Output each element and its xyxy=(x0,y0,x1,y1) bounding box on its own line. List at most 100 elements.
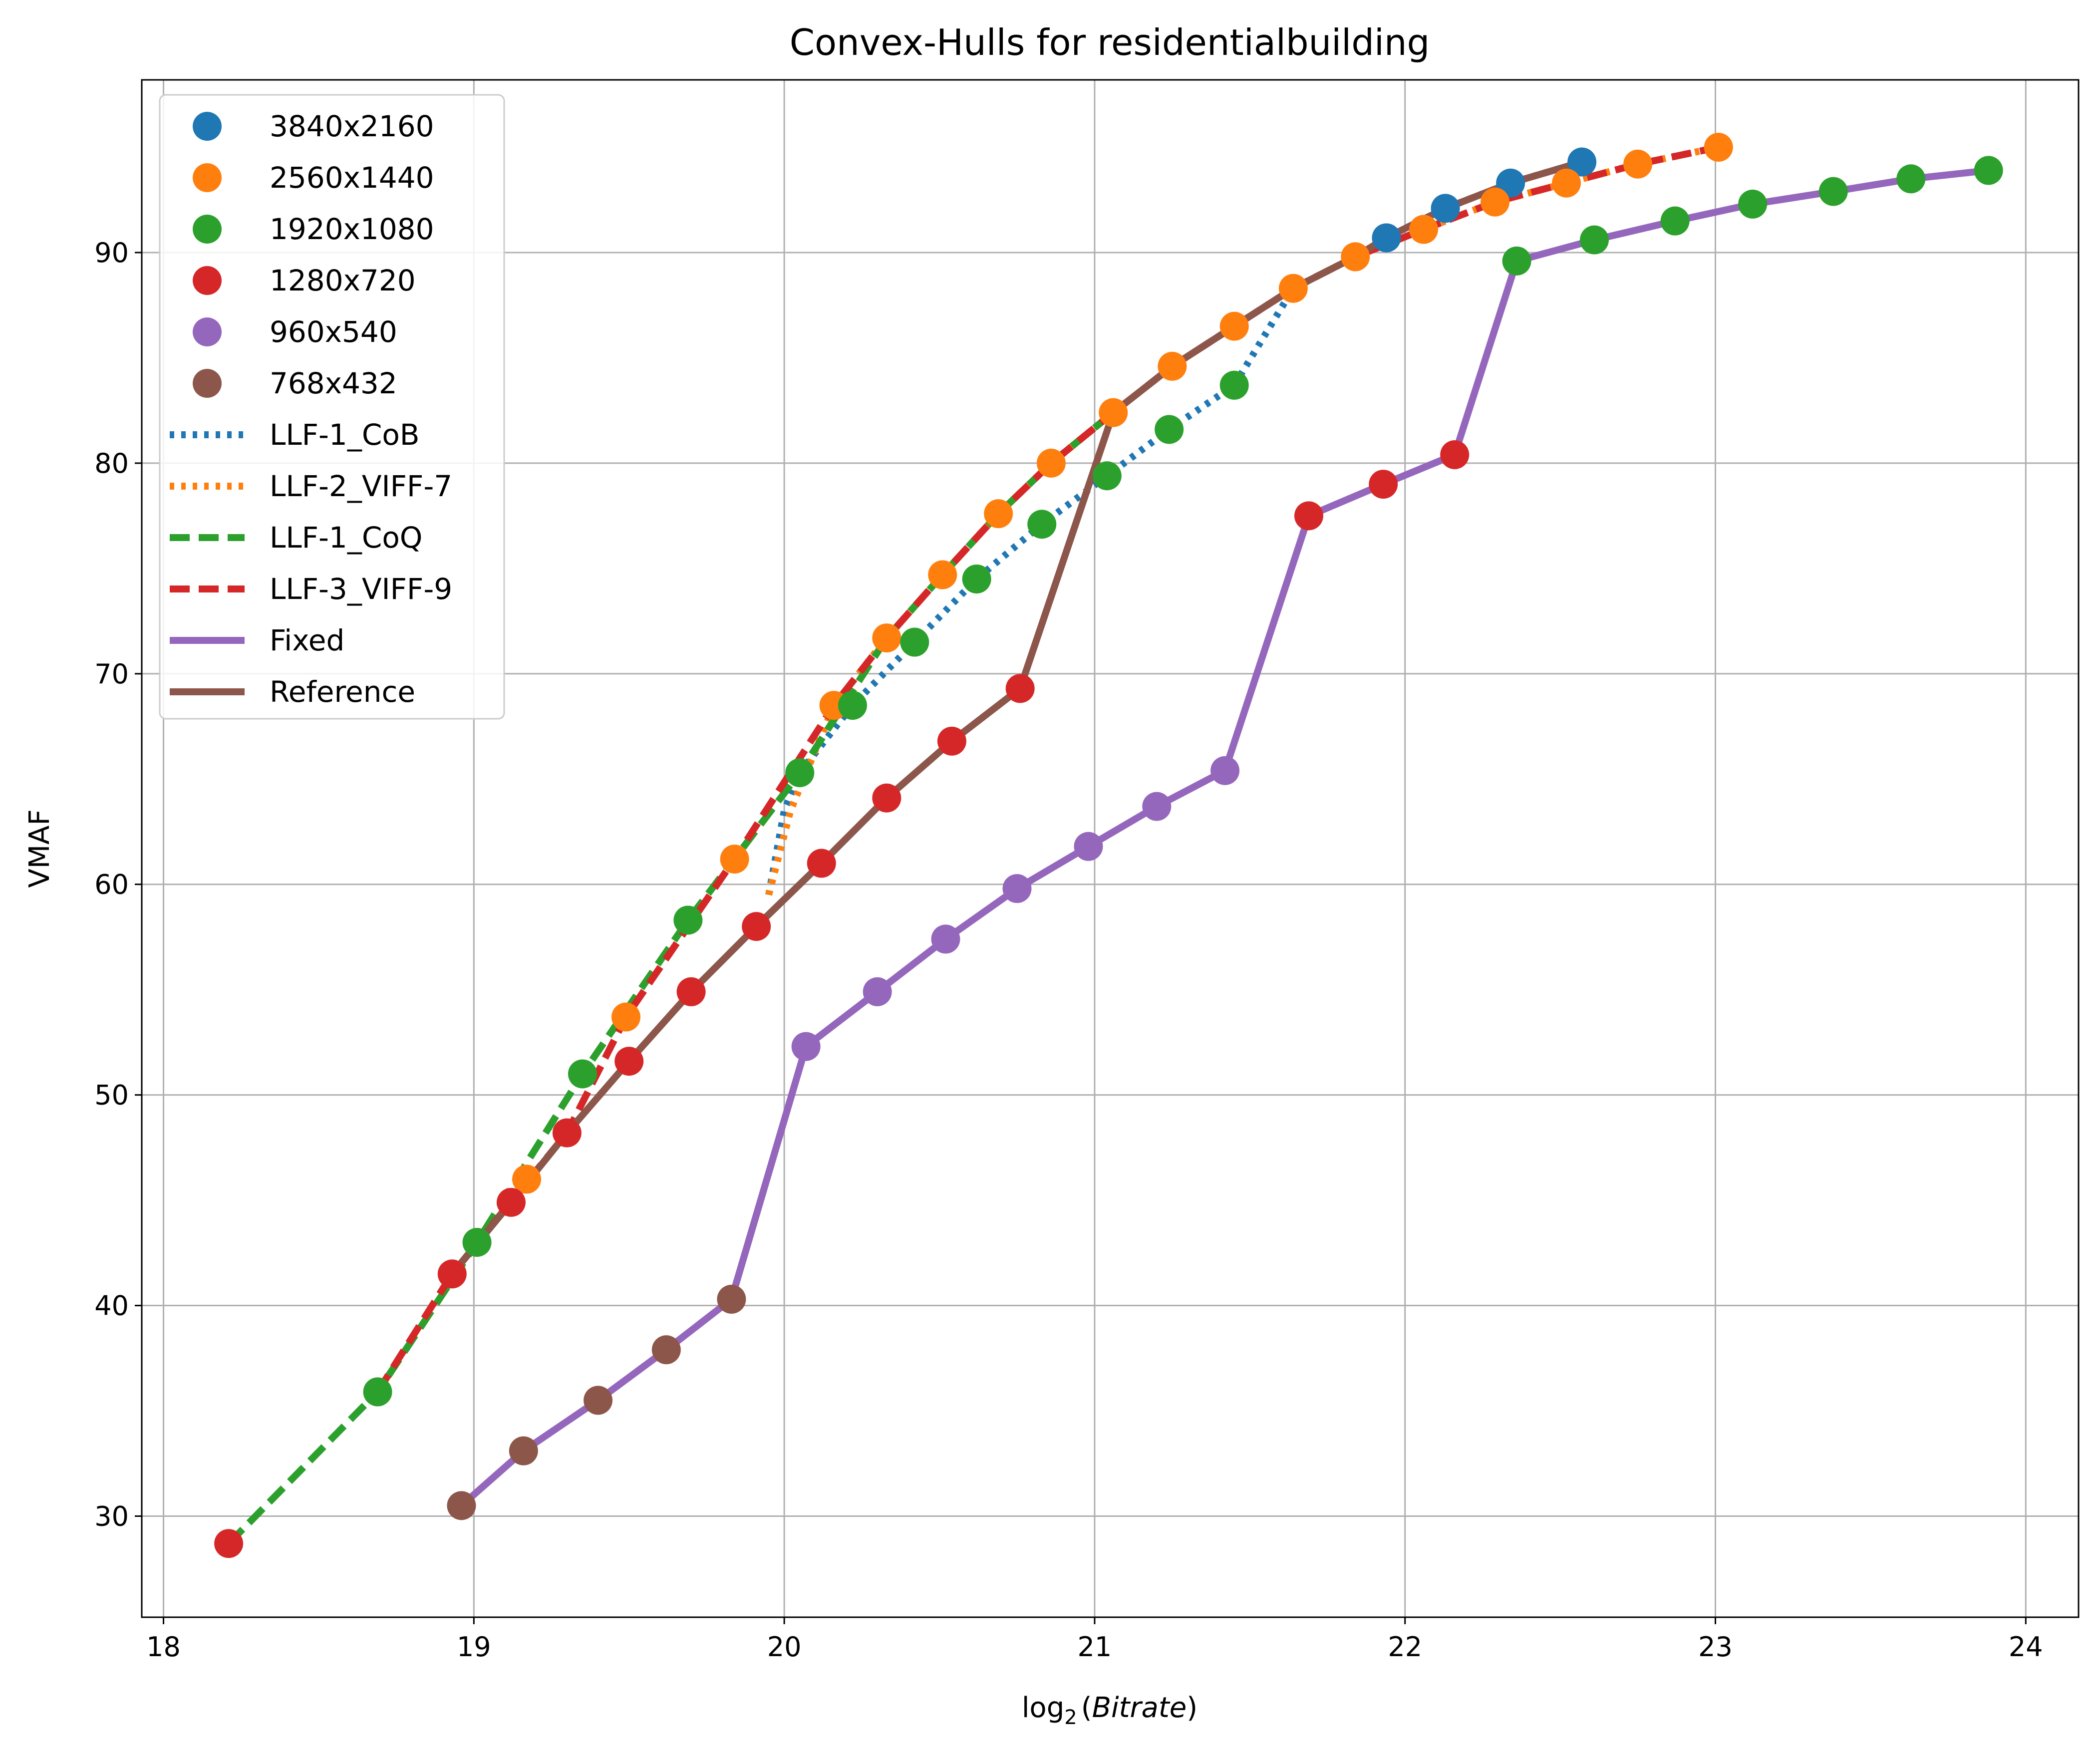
scatter-point-1920x1080 xyxy=(673,905,703,935)
legend-label-768x432: 768x432 xyxy=(270,366,397,400)
scatter-point-1280x720 xyxy=(614,1047,644,1076)
scatter-point-768x432 xyxy=(651,1335,681,1365)
scatter-point-2560x1440 xyxy=(1158,351,1187,381)
scatter-point-2560x1440 xyxy=(1036,448,1066,478)
scatter-point-960x540 xyxy=(1002,874,1032,903)
legend-label-2560x1440: 2560x1440 xyxy=(270,161,434,195)
y-tick-label: 60 xyxy=(94,869,129,900)
x-axis-title-subscript: 2 xyxy=(1064,1706,1077,1729)
scatter-point-1280x720 xyxy=(1294,501,1323,531)
scatter-point-2560x1440 xyxy=(1552,168,1581,198)
scatter-point-1920x1080 xyxy=(1092,461,1122,491)
scatter-point-1920x1080 xyxy=(462,1227,492,1257)
scatter-point-2560x1440 xyxy=(1704,133,1733,162)
scatter-point-768x432 xyxy=(717,1284,746,1314)
scatter-series-1920x1080 xyxy=(363,156,2003,1407)
legend-label-1280x720: 1280x720 xyxy=(270,264,416,297)
scatter-point-2560x1440 xyxy=(1409,215,1439,244)
legend-label-llf-1-coq: LLF-1_CoQ xyxy=(270,521,422,555)
scatter-point-1920x1080 xyxy=(1580,225,1609,255)
x-tick-label: 24 xyxy=(2009,1631,2043,1663)
scatter-point-960x540 xyxy=(1142,792,1172,821)
legend-marker-2560x1440 xyxy=(193,163,222,192)
scatter-point-1920x1080 xyxy=(838,691,867,720)
scatter-point-2560x1440 xyxy=(611,1002,640,1032)
scatter-point-1280x720 xyxy=(552,1118,582,1148)
scatter-point-2560x1440 xyxy=(1623,149,1653,179)
legend-label-llf-2-viff-7: LLF-2_VIFF-7 xyxy=(270,469,452,503)
scatter-point-1280x720 xyxy=(742,912,771,941)
legend-marker-768x432 xyxy=(193,369,222,398)
scatter-point-960x540 xyxy=(1210,756,1240,785)
x-tick-label: 18 xyxy=(146,1631,181,1663)
scatter-point-960x540 xyxy=(931,924,960,954)
x-axis-title: log2 (Bitrate) xyxy=(1022,1692,1198,1729)
scatter-point-1280x720 xyxy=(937,726,966,756)
scatter-series-1280x720 xyxy=(214,440,1470,1558)
scatter-point-2560x1440 xyxy=(1341,242,1370,272)
scatter-point-1280x720 xyxy=(1369,470,1398,499)
x-tick-label: 19 xyxy=(457,1631,491,1663)
x-axis-title-argument: Bitrate xyxy=(1092,1692,1187,1724)
y-tick-label: 90 xyxy=(94,237,129,269)
x-axis-title-close-paren: ) xyxy=(1187,1692,1198,1724)
scatter-point-3840x2160 xyxy=(1372,223,1401,253)
scatter-point-2560x1440 xyxy=(1481,187,1510,217)
legend-label-960x540: 960x540 xyxy=(270,315,397,349)
legend-label-3840x2160: 3840x2160 xyxy=(270,109,434,143)
scatter-point-1280x720 xyxy=(1440,440,1470,470)
y-axis-title: VMAF xyxy=(23,809,56,887)
scatter-point-2560x1440 xyxy=(928,560,957,589)
legend-label-llf-3-viff-9: LLF-3_VIFF-9 xyxy=(270,572,452,606)
scatter-point-1920x1080 xyxy=(900,627,929,657)
scatter-point-2560x1440 xyxy=(1099,398,1128,427)
scatter-point-1280x720 xyxy=(807,849,836,878)
scatter-point-2560x1440 xyxy=(984,499,1013,529)
scatter-point-2560x1440 xyxy=(1219,311,1249,341)
legend-marker-1920x1080 xyxy=(193,215,222,244)
x-tick-label: 23 xyxy=(1698,1631,1733,1663)
y-axis-ticks: 30 40 50 60 70 80 90 xyxy=(94,237,142,1532)
scatter-point-2560x1440 xyxy=(512,1165,542,1194)
scatter-point-1920x1080 xyxy=(1502,246,1531,276)
scatter-point-1280x720 xyxy=(437,1259,467,1289)
y-tick-label: 30 xyxy=(94,1500,129,1532)
scatter-point-1920x1080 xyxy=(1974,156,2003,185)
scatter-series-2560x1440 xyxy=(512,133,1733,1194)
scatter-point-1280x720 xyxy=(496,1187,526,1217)
y-tick-label: 50 xyxy=(94,1080,129,1111)
scatter-point-1920x1080 xyxy=(1219,370,1249,400)
legend-label-reference: Reference xyxy=(270,675,415,709)
scatter-point-1920x1080 xyxy=(1155,415,1184,444)
scatter-point-1920x1080 xyxy=(1896,164,1926,194)
legend-label-fixed: Fixed xyxy=(270,623,344,657)
x-axis-ticks: 18 19 20 21 22 23 24 xyxy=(146,1617,2043,1663)
scatter-point-2560x1440 xyxy=(1278,274,1308,303)
scatter-point-1920x1080 xyxy=(1027,510,1057,539)
x-axis-title-base: log xyxy=(1022,1692,1064,1724)
scatter-series-768x432 xyxy=(447,1284,746,1520)
scatter-point-1920x1080 xyxy=(1818,177,1848,206)
scatter-point-1920x1080 xyxy=(962,564,991,593)
scatter-point-1280x720 xyxy=(214,1529,244,1558)
legend-marker-3840x2160 xyxy=(193,112,222,141)
scatter-point-1920x1080 xyxy=(1660,206,1690,236)
scatter-point-2560x1440 xyxy=(720,845,749,874)
x-tick-label: 21 xyxy=(1078,1631,1112,1663)
scatter-point-768x432 xyxy=(447,1491,476,1520)
x-axis-title-open-paren: ( xyxy=(1081,1692,1092,1724)
scatter-point-1920x1080 xyxy=(568,1059,597,1089)
legend-label-llf-1-cob: LLF-1_CoB xyxy=(270,418,420,452)
x-tick-label: 22 xyxy=(1388,1631,1422,1663)
scatter-point-1920x1080 xyxy=(785,758,815,788)
scatter-series xyxy=(214,133,2003,1558)
plot-area-frame xyxy=(141,79,2080,1618)
y-tick-label: 80 xyxy=(94,448,129,479)
scatter-point-3840x2160 xyxy=(1567,147,1597,177)
legend-marker-960x540 xyxy=(193,317,222,346)
scatter-point-1280x720 xyxy=(676,977,706,1006)
scatter-point-1280x720 xyxy=(1005,674,1035,703)
legend-label-1920x1080: 1920x1080 xyxy=(270,212,434,246)
scatter-series-960x540 xyxy=(791,756,1240,1061)
